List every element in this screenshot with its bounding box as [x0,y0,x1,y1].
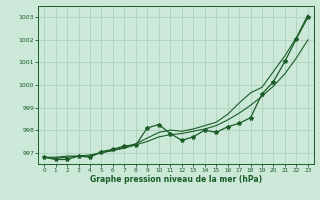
X-axis label: Graphe pression niveau de la mer (hPa): Graphe pression niveau de la mer (hPa) [90,175,262,184]
